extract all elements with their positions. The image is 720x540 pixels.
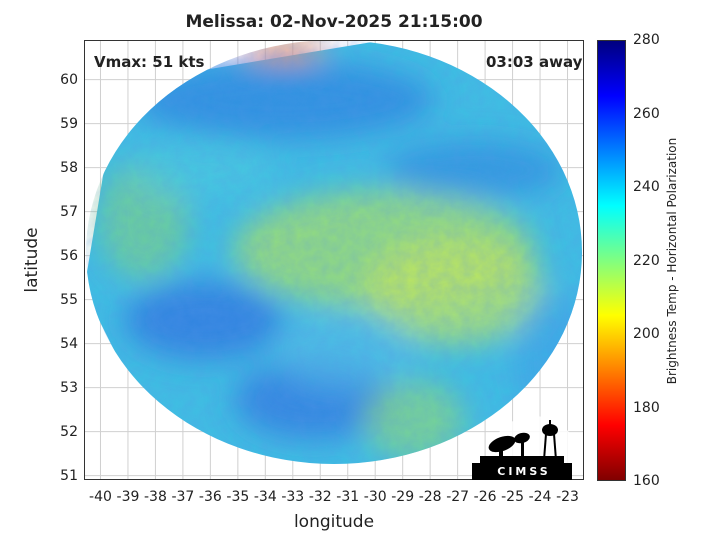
x-tick-label: -26 [473,489,497,505]
y-tick-label: 52 [60,423,78,440]
cimss-logo-text: CIMSS [497,465,551,478]
colorbar-tick-label: 240 [633,179,660,195]
x-tick-label: -39 [116,489,140,505]
colorbar-tick-label: 180 [633,399,660,416]
vmax-label: Vmax: 51 kts [94,53,205,71]
y-tick-label: 56 [60,247,78,264]
y-tick-label: 54 [60,335,78,352]
time-away-label: 03:03 away [486,53,583,71]
y-tick-label: 60 [60,71,78,88]
x-tick-label: -24 [528,489,552,505]
x-tick-label: -32 [308,489,332,505]
y-tick-label: 59 [60,115,78,132]
heatmap-svg [84,40,584,480]
colorbar-tick-label: 160 [633,473,660,489]
y-tick-label: 57 [60,203,78,220]
plot-area [84,40,584,480]
x-tick-label: -38 [143,489,167,505]
x-tick-label: -36 [198,489,222,505]
x-tick-label: -25 [501,489,524,505]
chart-title: Melissa: 02-Nov-2025 21:15:00 [185,12,483,32]
colorbar-tick-label: 280 [633,32,660,48]
x-tick-label: -28 [418,489,442,505]
colorbar-tick-label: 220 [633,252,660,269]
plot-frame [84,40,584,480]
x-tick-label: -34 [253,489,277,505]
y-axis-label: latitude [22,227,42,293]
colorbar-tick-label: 260 [633,105,660,122]
x-tick-label: -37 [171,489,195,505]
y-tick-label: 51 [60,467,78,484]
y-tick-label: 58 [60,159,78,176]
colorbar-label: Brightness Temp - Horizontal Polarizatio… [665,137,679,385]
x-tick-label: -29 [391,489,415,505]
y-tick-label: 55 [60,291,78,308]
colorbar-tick-label: 200 [633,326,660,342]
x-tick-label: -27 [446,489,470,505]
x-tick-label: -31 [336,489,360,505]
x-tick-label: -23 [556,489,579,505]
cimss-logo [472,416,572,480]
y-tick-label: 53 [60,379,78,396]
x-axis-label: longitude [293,512,375,532]
x-tick-label: -33 [281,489,305,505]
x-tick-label: -40 [89,489,112,505]
x-tick-label: -35 [226,489,250,505]
x-tick-label: -30 [363,489,387,505]
colorbar [597,40,626,481]
